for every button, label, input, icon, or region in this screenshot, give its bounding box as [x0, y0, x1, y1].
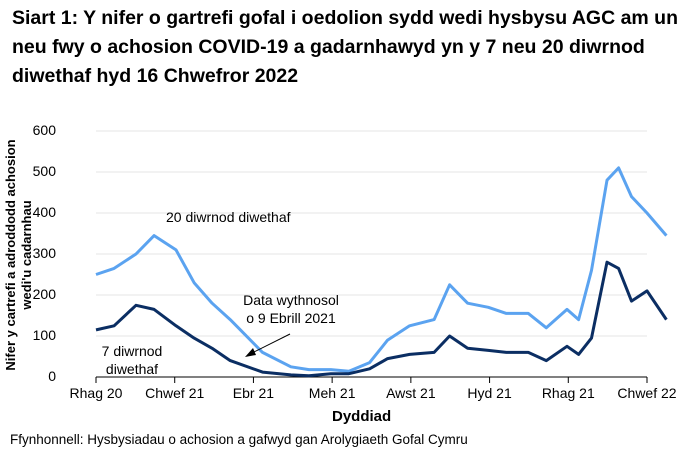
x-tick-label: Rhag 21	[541, 385, 595, 401]
y-tick-label: 0	[48, 368, 56, 384]
weekly-note-line2: o 9 Ebrill 2021	[246, 310, 336, 326]
weekly-note-line1: Data wythnosol	[243, 292, 339, 308]
annotation-arrow	[249, 333, 291, 355]
label-7-day-line1: 7 diwrnod	[101, 343, 163, 359]
x-tick-label: Rhag 20	[69, 385, 123, 401]
y-tick-label: 200	[32, 286, 56, 302]
y-tick-label: 300	[32, 245, 56, 261]
x-tick-label: Awst 21	[386, 385, 436, 401]
label-20-day: 20 diwrnod diwethaf	[166, 209, 291, 225]
series-7-day-line	[95, 260, 668, 378]
label-7-day: 7 diwrnod diwethaf	[92, 342, 172, 378]
x-tick-label: Ebr 21	[232, 385, 275, 401]
arrowhead-icon	[245, 348, 256, 357]
y-tick-label: 100	[32, 327, 56, 343]
x-tick-label: Hyd 21	[467, 385, 512, 401]
y-tick-label: 600	[32, 122, 56, 138]
source-note: Ffynhonnell: Hysbysiadau o achosion a ga…	[10, 432, 468, 447]
x-axis-label: Dyddiad	[332, 408, 392, 425]
x-tick-label: Meh 21	[308, 385, 356, 401]
chart-title: Siart 1: Y nifer o gartrefi gofal i oedo…	[12, 7, 679, 87]
y-tick-label: 500	[32, 163, 56, 179]
x-tick-label: Chwef 22	[617, 385, 677, 401]
x-tick-label: Chwef 21	[145, 385, 205, 401]
y-tick-label: 400	[32, 204, 56, 220]
series-20-day-line	[95, 166, 668, 373]
weekly-data-note: Data wythnosol o 9 Ebrill 2021	[226, 291, 356, 327]
label-7-day-line2: diwethaf	[105, 361, 159, 377]
